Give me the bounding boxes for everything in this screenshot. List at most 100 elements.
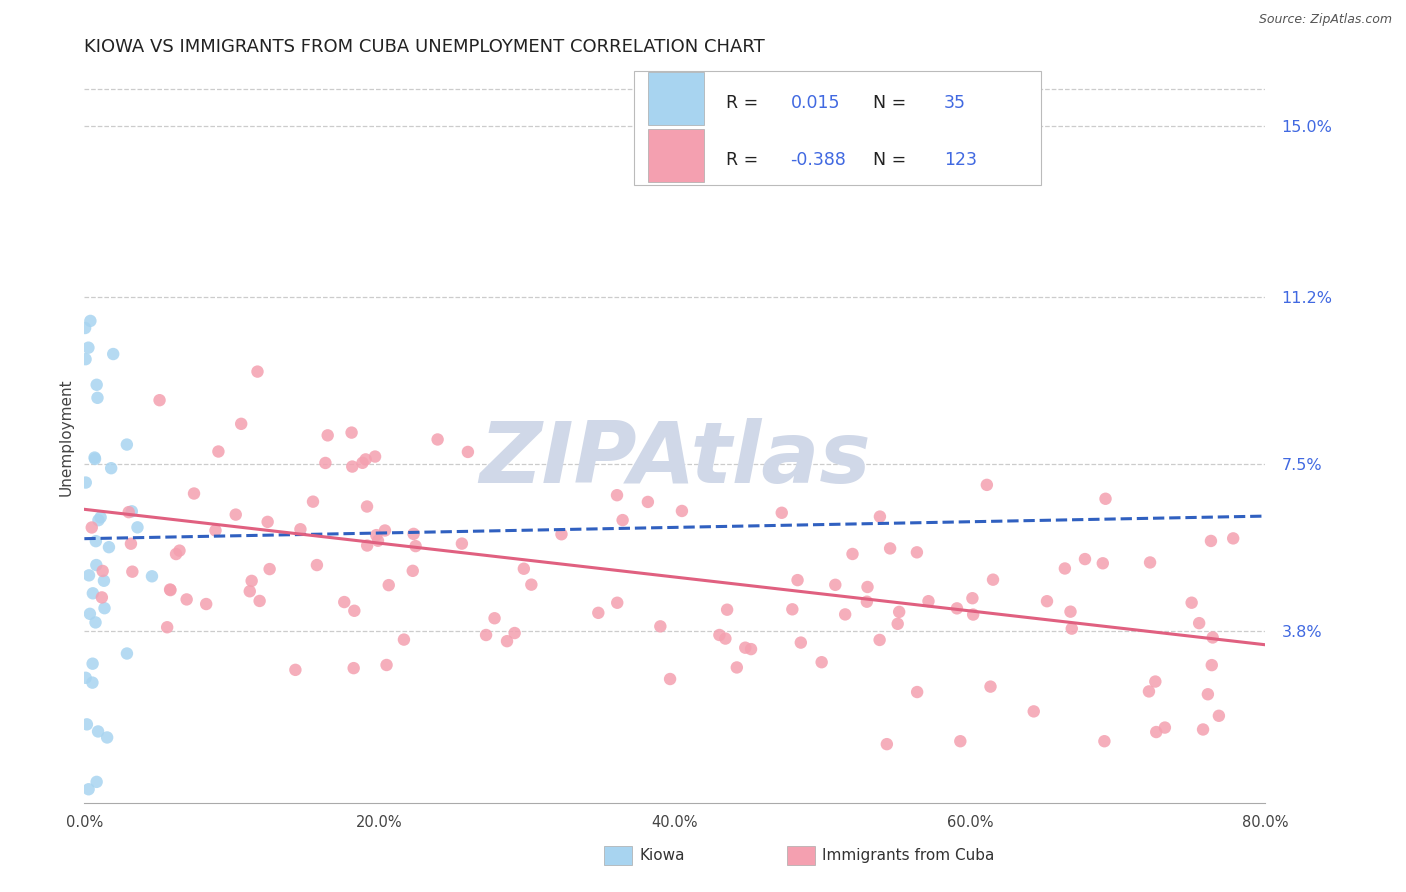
Point [1199, 533, 1222, 548]
Point [714, 632, 737, 646]
Point [905, 545, 928, 559]
Point [503, 626, 526, 640]
Point [1137, 684, 1160, 698]
Point [824, 578, 846, 592]
Point [650, 619, 672, 633]
Point [118, 505, 141, 519]
Point [121, 504, 143, 518]
FancyBboxPatch shape [648, 129, 704, 182]
Point [905, 685, 928, 699]
Point [1144, 674, 1167, 689]
Point [141, 569, 163, 583]
Point [96, 731, 118, 745]
Point [484, 611, 506, 625]
Point [82, 675, 104, 690]
Point [374, 524, 396, 538]
Point [86, 377, 108, 392]
Point [426, 433, 449, 447]
Point [1201, 658, 1223, 673]
Point [1181, 596, 1204, 610]
Point [76, 717, 98, 731]
Point [740, 642, 762, 657]
Point [1074, 552, 1097, 566]
FancyBboxPatch shape [648, 72, 704, 125]
Point [716, 603, 738, 617]
Point [1059, 605, 1081, 619]
Point [87, 724, 110, 739]
Point [946, 601, 969, 615]
Point [86, 558, 108, 572]
Y-axis label: Unemployment: Unemployment [58, 378, 73, 496]
Point [856, 580, 879, 594]
Point [637, 495, 659, 509]
Point [1192, 723, 1215, 737]
Point [606, 488, 628, 502]
Point [156, 620, 179, 634]
Point [231, 417, 253, 431]
Point [457, 445, 479, 459]
Point [782, 602, 804, 616]
Point [377, 578, 399, 592]
Point [87, 513, 110, 527]
Point [1036, 594, 1059, 608]
Point [1154, 721, 1177, 735]
Point [356, 539, 378, 553]
Point [316, 428, 339, 442]
Point [249, 594, 271, 608]
Point [841, 547, 863, 561]
Point [183, 486, 205, 500]
Point [75, 475, 97, 490]
Point [84, 451, 107, 466]
Point [225, 508, 247, 522]
Text: Source: ZipAtlas.com: Source: ZipAtlas.com [1258, 13, 1392, 27]
Point [962, 591, 984, 606]
Text: N =: N = [873, 94, 912, 112]
Point [889, 605, 911, 619]
Point [256, 515, 278, 529]
Point [159, 582, 181, 597]
Point [83, 450, 105, 465]
Point [305, 558, 328, 572]
Point [496, 634, 519, 648]
Point [1092, 734, 1115, 748]
Point [79, 607, 101, 621]
Point [120, 537, 142, 551]
Point [475, 628, 498, 642]
Point [84, 534, 107, 549]
Point [354, 452, 377, 467]
Point [82, 586, 104, 600]
Point [1188, 616, 1211, 631]
Point [246, 365, 269, 379]
Point [405, 539, 427, 553]
Point [302, 494, 325, 508]
Point [103, 347, 125, 361]
Point [93, 601, 115, 615]
Point [356, 500, 378, 514]
Point [75, 671, 97, 685]
Point [513, 562, 536, 576]
Point [1144, 725, 1167, 739]
Point [352, 456, 374, 470]
Point [159, 583, 181, 598]
Point [917, 594, 939, 608]
Point [93, 574, 115, 588]
Point [340, 425, 363, 440]
Point [856, 595, 879, 609]
Point [259, 562, 281, 576]
Point [239, 584, 262, 599]
Point [1208, 708, 1230, 723]
Point [869, 509, 891, 524]
Point [451, 536, 474, 550]
Point [976, 478, 998, 492]
Text: R =: R = [725, 151, 763, 169]
Text: N =: N = [873, 151, 912, 169]
Point [886, 616, 908, 631]
Point [402, 527, 425, 541]
Point [165, 547, 187, 561]
Point [91, 564, 114, 578]
Text: Immigrants from Cuba: Immigrants from Cuba [823, 848, 994, 863]
Point [90, 591, 112, 605]
Text: 35: 35 [945, 94, 966, 112]
FancyBboxPatch shape [634, 71, 1040, 185]
Point [342, 459, 364, 474]
